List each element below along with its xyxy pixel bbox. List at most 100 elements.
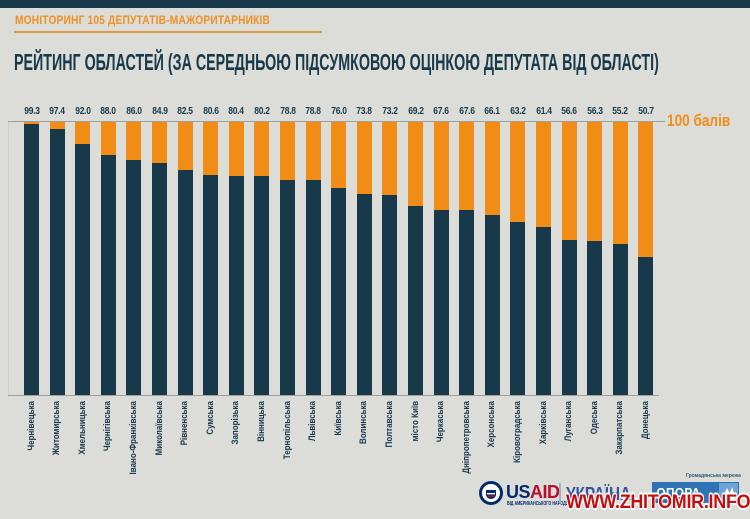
y-axis-line — [8, 121, 9, 395]
bar-value-label: 99.3 — [23, 106, 40, 117]
bar — [177, 122, 193, 395]
bar-fill — [408, 206, 423, 395]
x-axis-label: Житомирська — [51, 401, 63, 456]
bar-value-label: 56.3 — [586, 106, 603, 117]
bar-fill — [484, 214, 500, 395]
bar-fill — [75, 143, 91, 395]
bar-value-label: 69.2 — [407, 106, 424, 117]
bar — [305, 122, 321, 395]
footer-separator — [559, 483, 561, 503]
opora-logo: ОПОРА — [652, 482, 739, 503]
bar-value-label: 73.8 — [356, 106, 373, 117]
bar — [408, 122, 423, 395]
bar-value-label: 50.7 — [638, 106, 654, 117]
bar — [331, 122, 347, 395]
bar-value-label: 73.2 — [382, 106, 398, 117]
bar-fill — [331, 187, 347, 395]
bar-fill — [510, 222, 526, 395]
x-axis-label: Донецька — [639, 401, 651, 440]
bar — [433, 122, 449, 395]
x-axis-label: Тернопільська — [281, 401, 293, 460]
bar-value-label: 80.6 — [202, 106, 219, 117]
x-axis-label: Одеська — [588, 401, 600, 435]
bar — [638, 122, 654, 395]
max-scale-label: 100 балів — [667, 111, 731, 130]
bar-fill — [100, 154, 116, 395]
kicker-text: МОНІТОРИНГ 105 ДЕПУТАТІВ-МАЖОРИТАРНИКІВ — [15, 13, 271, 27]
x-axis-label: Київська — [332, 401, 344, 436]
bar-fill — [228, 175, 244, 395]
bar — [228, 122, 244, 395]
x-axis-label: Луганська — [563, 401, 575, 442]
bar-value-label: 66.1 — [484, 106, 501, 117]
bar — [612, 122, 628, 395]
usaid-emblem-icon — [479, 481, 503, 505]
bar — [254, 122, 270, 395]
bar — [49, 122, 65, 395]
bar-fill — [152, 163, 167, 395]
bar-value-label: 76.0 — [330, 106, 347, 117]
bar — [459, 122, 475, 395]
gridline-100 — [8, 121, 665, 122]
bar — [75, 122, 91, 395]
bar-fill — [356, 193, 372, 395]
bar — [510, 122, 526, 395]
x-axis-label: Херсонська — [486, 401, 498, 448]
bar-fill — [49, 129, 65, 395]
bar-value-label: 88.0 — [100, 106, 117, 117]
bar-fill — [24, 123, 39, 395]
bar — [100, 122, 116, 395]
bar-fill — [433, 210, 449, 395]
bar-fill — [280, 179, 295, 395]
bar-fill — [459, 210, 475, 395]
bar — [126, 122, 142, 395]
bar — [587, 122, 603, 395]
x-axis-label: Черкаська — [435, 401, 447, 443]
usaid-aid-text: AID — [530, 482, 560, 502]
x-axis-label: Дніпропетровська — [460, 401, 472, 474]
x-axis-label: Полтавська — [383, 401, 395, 448]
bar-fill — [254, 176, 270, 395]
bar-fill — [587, 241, 603, 395]
usaid-tagline: ВІД АМЕРИКАНСЬКОГО НАРОДУ — [507, 501, 569, 507]
opora-network-label: Громадянська мережа — [686, 473, 741, 479]
kicker-underline — [14, 31, 322, 33]
bar-fill — [126, 160, 142, 395]
bar-value-label: 97.4 — [49, 106, 65, 117]
bar-value-label: 78.8 — [279, 106, 296, 117]
bar — [24, 122, 39, 395]
x-axis-label: Чернівецька — [25, 401, 37, 451]
bar — [152, 122, 167, 395]
x-axis-label: Кіровоградська — [511, 401, 523, 463]
bar-fill — [203, 174, 219, 395]
opora-mountain-icon — [719, 483, 738, 502]
page-title: РЕЙТИНГ ОБЛАСТЕЙ (ЗА СЕРЕДНЬОЮ ПІДСУМКОВ… — [14, 49, 659, 75]
x-axis-label: Львівська — [307, 401, 319, 442]
bar — [280, 122, 295, 395]
x-axis-label: Івано-Франківська — [127, 401, 139, 475]
bar-value-label: 67.6 — [458, 106, 475, 117]
x-axis-label: Рівненська — [179, 401, 191, 446]
usaid-logo-text: USAID — [506, 482, 560, 503]
bar — [536, 122, 551, 395]
bar-value-label: 82.5 — [177, 106, 193, 117]
opora-logo-text: ОПОРА — [656, 485, 701, 500]
top-strip — [0, 0, 750, 8]
bar — [203, 122, 219, 395]
ukraine-label: УКРАЇНА — [566, 484, 632, 504]
x-axis-label: Миколаївська — [153, 401, 165, 456]
x-axis-label: Волинська — [358, 401, 370, 445]
x-axis-label: Сумська — [204, 401, 216, 435]
bar — [356, 122, 372, 395]
bar — [484, 122, 500, 395]
bar — [561, 122, 577, 395]
bar-value-label: 80.4 — [228, 106, 245, 117]
bar-value-label: 61.4 — [535, 106, 552, 117]
bar-fill — [177, 169, 193, 395]
bar-fill — [536, 227, 551, 395]
bar-value-label: 92.0 — [74, 106, 91, 117]
bar-fill — [382, 195, 398, 395]
bar-fill — [305, 179, 321, 395]
